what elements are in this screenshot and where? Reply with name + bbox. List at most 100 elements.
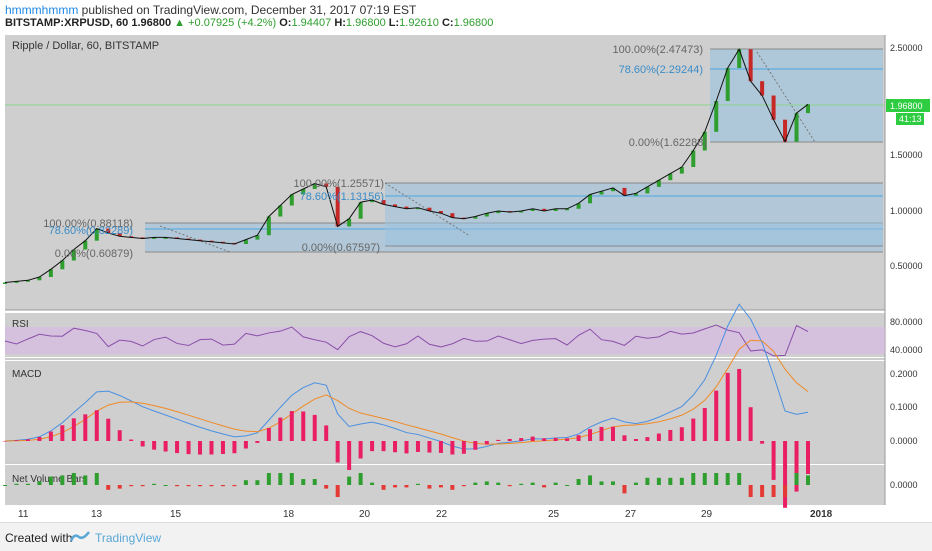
volume-bar: [106, 485, 111, 490]
volume-bar: [656, 477, 661, 485]
price-candle: [48, 269, 53, 277]
volume-series: [3, 473, 810, 497]
fib3-top: 100.00%(0.88118): [43, 218, 133, 230]
price-candle: [610, 187, 615, 192]
macd-histogram-bar: [83, 414, 88, 441]
macd-histogram-bar: [473, 441, 478, 450]
tradingview-link[interactable]: TradingView: [95, 531, 162, 545]
volume-bar: [60, 475, 65, 485]
price-candle: [14, 281, 19, 283]
macd-histogram-bar: [484, 441, 489, 445]
price-candle: [542, 208, 547, 211]
created-with-label: Created with: [5, 531, 73, 545]
fib2-bot: 0.00%(0.67597): [302, 242, 380, 254]
macd-histogram-bar: [220, 441, 225, 454]
volume-bar: [324, 485, 329, 489]
rsi-tick: 80.0000: [890, 317, 923, 327]
macd-histogram-bar: [599, 426, 604, 441]
price-candle: [152, 237, 157, 239]
volume-bar: [83, 475, 88, 485]
symbol-name: BITSTAMP:XRPUSD, 60: [5, 17, 129, 29]
close-value: 1.96800: [453, 17, 494, 29]
macd-histogram-bar: [415, 441, 420, 452]
price-candle: [266, 216, 271, 236]
price-candle: [783, 119, 788, 142]
volume-bar: [588, 475, 593, 485]
volume-bar: [576, 479, 581, 485]
macd-histogram-bar: [94, 410, 99, 441]
symbol-line: BITSTAMP:XRPUSD, 60 1.96800 ▲ +0.07925 (…: [5, 17, 493, 29]
macd-histogram-bar: [312, 414, 317, 441]
volume-bar: [198, 485, 203, 487]
chart-title: Ripple / Dollar, 60, BITSTAMP: [12, 40, 159, 52]
macd-histogram-bar: [622, 435, 627, 441]
open-label: O:: [279, 17, 292, 29]
price-axis[interactable]: 2.50000 1.50000 1.00000 0.50000: [890, 43, 923, 271]
fib3-bot: 0.00%(0.60879): [55, 248, 133, 260]
macd-line: [4, 303, 809, 450]
time-tick: 20: [359, 509, 371, 520]
price-candle: [37, 277, 42, 281]
volume-bar: [278, 473, 283, 485]
volume-bar: [175, 485, 180, 487]
price-candle: [427, 207, 432, 211]
volume-bar: [163, 485, 168, 486]
last-price: 1.96800: [131, 17, 172, 29]
price-candle: [243, 239, 248, 244]
time-axis-area[interactable]: [0, 505, 932, 522]
volume-bar: [450, 485, 455, 490]
price-candle: [25, 280, 30, 282]
macd-histogram-bar: [530, 436, 535, 441]
rsi-title: RSI: [12, 319, 29, 330]
macd-histogram-bar: [335, 441, 340, 463]
macd-histogram-bar: [450, 441, 455, 455]
macd-histogram-bar: [404, 441, 409, 454]
price-candle: [381, 200, 386, 205]
trading-chart[interactable]: Ripple / Dollar, 60, BITSTAMP 100.00%(2.…: [0, 30, 932, 522]
price-candle: [450, 213, 455, 218]
macd-histogram-bar: [186, 441, 191, 455]
macd-histogram-bar: [175, 441, 180, 454]
macd-histogram-bar: [243, 441, 248, 449]
price-candle: [496, 211, 501, 214]
macd-histogram-bar: [347, 441, 352, 470]
macd-histogram-bar: [232, 441, 237, 454]
volume-bar: [530, 482, 535, 485]
volume-bar: [404, 485, 409, 488]
volume-bar: [312, 479, 317, 485]
price-line: [4, 48, 809, 283]
volume-pane[interactable]: [5, 465, 885, 505]
macd-tick: 0.1000: [890, 402, 918, 412]
price-candle: [725, 68, 730, 101]
macd-histogram-bar: [152, 441, 157, 450]
macd-histogram-bar: [358, 441, 363, 459]
price-candle: [645, 186, 650, 194]
volume-bar: [679, 477, 684, 485]
volume-bar: [714, 473, 719, 485]
macd-histogram-bar: [553, 437, 558, 441]
volume-bar: [3, 485, 7, 486]
price-candle: [83, 240, 88, 250]
macd-histogram-bar: [542, 438, 547, 441]
macd-pane[interactable]: [5, 361, 885, 462]
price-candle: [806, 104, 810, 114]
macd-histogram-bar: [806, 441, 810, 474]
volume-bar: [243, 480, 248, 485]
price-candle: [278, 205, 283, 217]
fib1-top: 100.00%(2.47473): [612, 44, 703, 56]
macd-histogram-bar: [324, 425, 329, 441]
countdown-label: 41:13: [899, 114, 922, 124]
macd-histogram-bar: [25, 439, 30, 441]
time-tick: 13: [91, 509, 103, 520]
macd-histogram-bar: [748, 407, 753, 441]
price-candle: [530, 208, 535, 211]
fib-box-2[interactable]: [385, 182, 883, 247]
volume-bar: [565, 485, 570, 486]
macd-histogram-bar: [14, 440, 19, 441]
author-link[interactable]: hmmmhmmm: [5, 3, 79, 17]
up-arrow-icon: ▲: [174, 17, 186, 29]
time-axis[interactable]: 11 13 15 18 20 22 25 27 29 2018: [18, 509, 833, 520]
volume-bar: [220, 485, 225, 487]
volume-tick: 0.0000: [890, 480, 918, 490]
signal-line: [4, 339, 809, 445]
